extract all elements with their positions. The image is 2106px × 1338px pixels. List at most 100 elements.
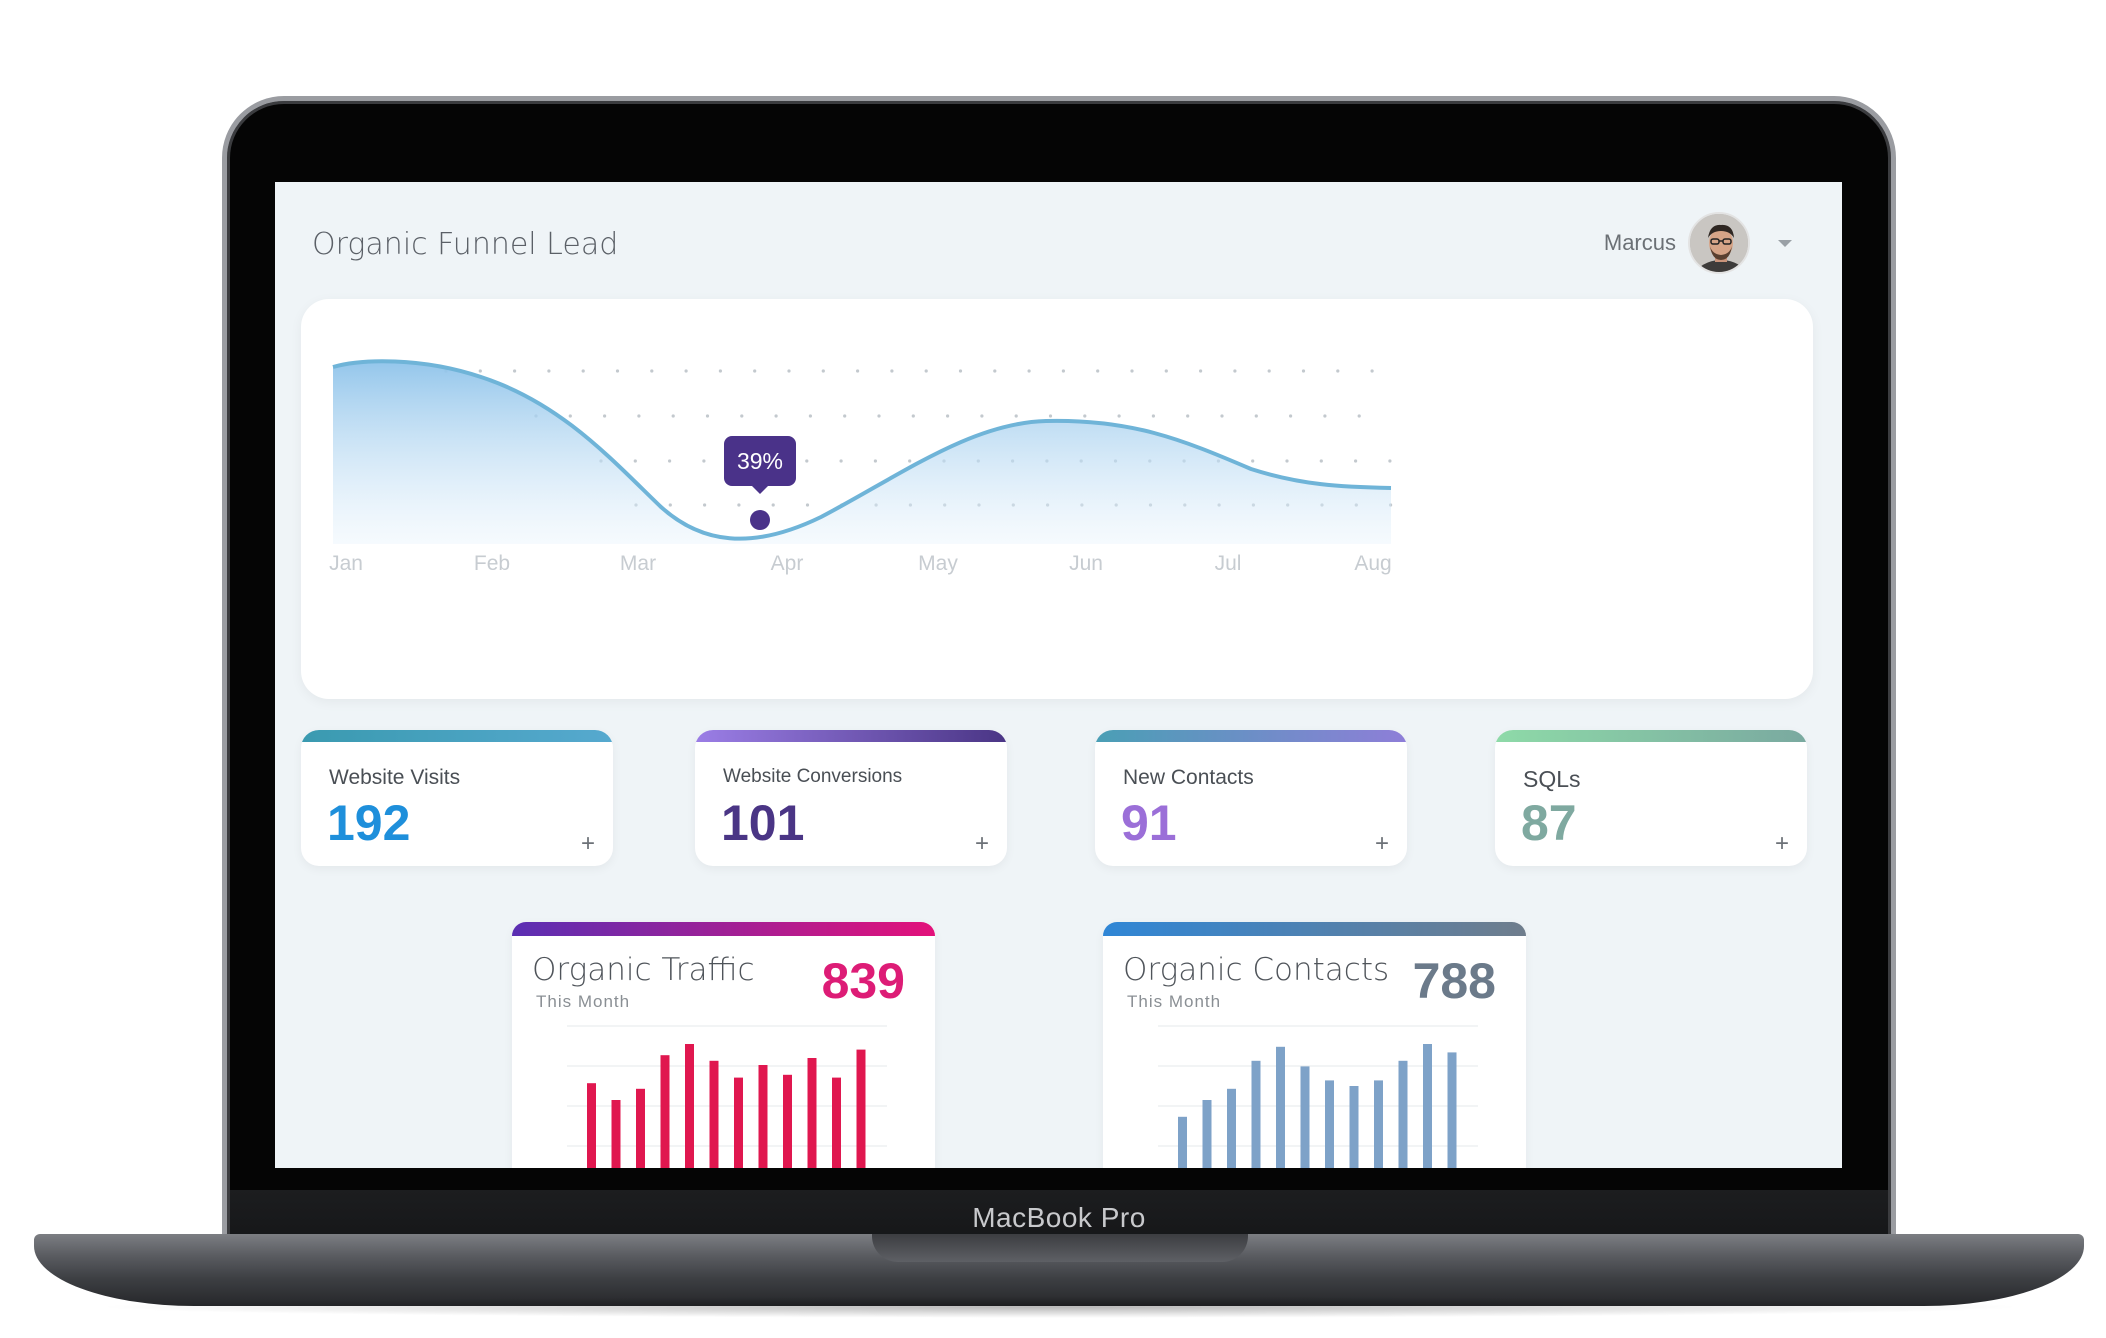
grid-dot	[702, 459, 706, 463]
bar	[1276, 1046, 1285, 1168]
x-tick-label: Jun	[1069, 552, 1103, 575]
grid-dot	[671, 414, 675, 418]
grid-dot	[753, 369, 757, 373]
grid-dot	[958, 369, 963, 373]
page-title: Organic Funnel Lead	[312, 227, 619, 262]
grid-dot	[1370, 369, 1374, 373]
card-accent-bar	[512, 922, 935, 936]
grid-dot	[877, 414, 881, 418]
expand-plus-icon[interactable]: +	[580, 830, 595, 857]
bar	[758, 1065, 768, 1168]
grid-dot	[1164, 369, 1168, 373]
bar	[709, 1060, 719, 1168]
grid-dot	[946, 414, 950, 418]
laptop-notch	[872, 1234, 1248, 1262]
card-value: 788	[1412, 953, 1496, 1009]
chevron-down-icon[interactable]	[1778, 239, 1792, 247]
organic-traffic-card: Organic Traffic This Month 839	[512, 922, 935, 1168]
grid-dot	[1233, 369, 1237, 373]
grid-dot	[568, 414, 572, 418]
x-tick-label: Feb	[474, 552, 510, 575]
stat-accent-bar	[1095, 730, 1407, 742]
funnel-chart-card: Jan Feb Mar Apr May Jun Jul Aug 39%	[301, 299, 1813, 699]
stat-card-new-contacts: New Contacts 91 +	[1095, 730, 1407, 866]
grid-dot	[924, 369, 928, 373]
grid-dot	[668, 503, 672, 507]
grid-dot	[805, 459, 809, 463]
bar	[1251, 1060, 1261, 1168]
stat-accent-bar	[695, 730, 1007, 742]
stat-label: SQLs	[1523, 766, 1581, 792]
bar	[734, 1077, 743, 1168]
grid-dot	[1319, 459, 1323, 463]
stat-accent-bar	[301, 730, 613, 742]
grid-dot	[1151, 414, 1155, 418]
expand-plus-icon[interactable]: +	[1374, 830, 1389, 857]
grid-dot	[478, 369, 482, 373]
bar	[1202, 1100, 1212, 1168]
bar	[1423, 1044, 1432, 1168]
laptop-shadow	[90, 1296, 2030, 1318]
stat-label: Website Visits	[329, 766, 461, 789]
x-tick-label: Jan	[329, 552, 363, 575]
bar	[783, 1074, 792, 1168]
bar	[1325, 1080, 1334, 1168]
grid-dot	[1267, 369, 1271, 373]
card-value: 839	[821, 953, 905, 1009]
bar	[660, 1055, 670, 1168]
grid-dot	[633, 459, 637, 463]
grid-dot	[1130, 369, 1134, 373]
stat-card-website-visits: Website Visits 192 +	[301, 730, 613, 866]
avatar[interactable]	[1688, 212, 1750, 274]
grid-dot	[980, 414, 984, 418]
bar	[1227, 1088, 1236, 1168]
bar	[807, 1058, 817, 1168]
card-title: Organic Traffic	[532, 952, 755, 988]
stat-value: 87	[1521, 795, 1577, 851]
bar	[1300, 1066, 1310, 1168]
device-label: MacBook Pro	[972, 1202, 1146, 1233]
stat-label: Website Conversions	[723, 766, 903, 787]
grid-dot	[805, 503, 810, 507]
grid-dot	[843, 414, 847, 418]
grid-dot	[873, 459, 878, 463]
bar	[1178, 1116, 1187, 1168]
grid-dot	[1251, 459, 1255, 463]
funnel-area-chart: Jan Feb Mar Apr May Jun Jul Aug 39%	[329, 359, 1393, 575]
card-title: Organic Contacts	[1123, 952, 1390, 988]
expand-plus-icon[interactable]: +	[974, 830, 989, 857]
highlight-tooltip: 39%	[724, 436, 796, 494]
grid-dot	[603, 414, 607, 418]
organic-traffic-bar-chart	[567, 1025, 887, 1168]
grid-dot	[808, 414, 812, 418]
highlight-label: 39%	[737, 448, 783, 474]
grid-dot	[1186, 414, 1190, 418]
grid-dot	[1027, 369, 1031, 373]
card-subtitle: This Month	[536, 992, 631, 1011]
expand-plus-icon[interactable]: +	[1774, 830, 1789, 857]
grid-dot	[911, 414, 915, 418]
grid-dot	[771, 503, 775, 507]
grid-dot	[856, 369, 860, 373]
grid-dot	[1301, 369, 1306, 373]
x-tick-label: May	[918, 552, 958, 575]
grid-dot	[1357, 414, 1361, 418]
grid-dot	[1048, 414, 1053, 418]
bar	[1398, 1060, 1408, 1168]
area-line	[332, 359, 1392, 541]
grid-dot	[1323, 414, 1327, 418]
organic-contacts-bar-chart	[1158, 1025, 1478, 1168]
area-fill	[333, 361, 1391, 544]
grid-dot	[705, 414, 710, 418]
grid-dot	[1285, 459, 1289, 463]
stat-value: 192	[327, 795, 411, 851]
grid-dot	[703, 503, 707, 507]
grid-dot	[668, 459, 672, 463]
user-name: Marcus	[1603, 230, 1676, 255]
bar	[1349, 1086, 1359, 1168]
grid-dot	[684, 369, 688, 373]
grid-dot	[1117, 414, 1121, 418]
user-menu[interactable]: Marcus	[1604, 212, 1792, 274]
card-subtitle: This Month	[1127, 992, 1222, 1011]
grid-dot	[513, 369, 517, 373]
